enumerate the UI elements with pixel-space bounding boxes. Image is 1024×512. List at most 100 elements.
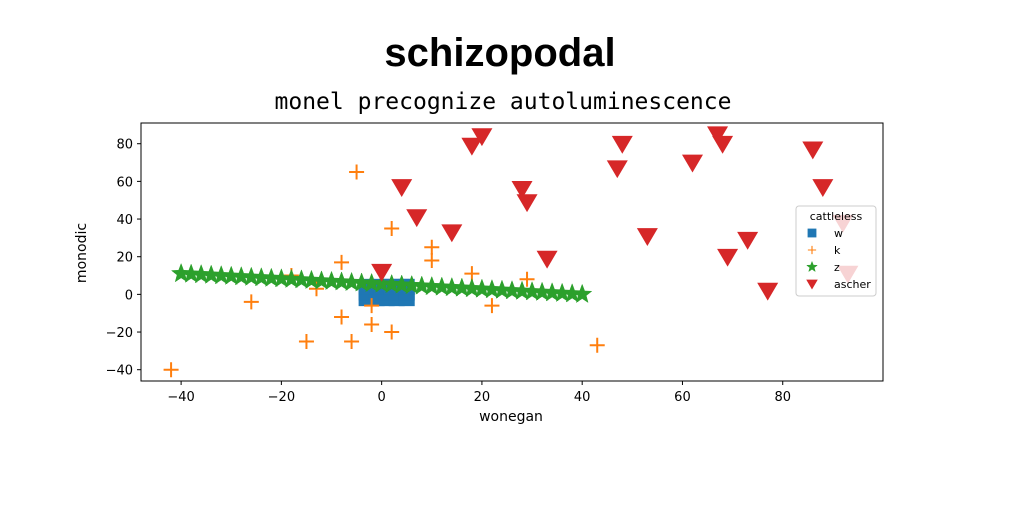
data-point-z bbox=[421, 275, 442, 296]
legend-label-k: k bbox=[834, 244, 841, 257]
data-point-z bbox=[251, 267, 272, 287]
legend-box bbox=[795, 205, 877, 297]
x-tick-label: −20 bbox=[268, 390, 295, 405]
y-tick-label: 80 bbox=[116, 138, 133, 153]
data-point-z bbox=[331, 271, 352, 291]
data-point-ascher bbox=[391, 179, 413, 198]
data-point-k bbox=[243, 294, 259, 310]
plot-area: −40 −20 0 20 40 60 80 −40 −20 0 20 40 60 80 bbox=[106, 122, 884, 405]
data-point-ascher bbox=[681, 154, 703, 173]
data-point-z bbox=[211, 265, 232, 285]
data-point-z bbox=[241, 266, 262, 286]
legend-marker-z bbox=[806, 260, 818, 273]
data-point-ascher bbox=[636, 228, 658, 246]
data-point-z bbox=[291, 269, 312, 289]
y-tick-label: 0 bbox=[125, 288, 133, 303]
data-point-k bbox=[424, 252, 440, 268]
data-point-z bbox=[321, 270, 342, 291]
data-point-z bbox=[531, 281, 553, 301]
legend-marker-ascher bbox=[806, 279, 818, 290]
x-tick-label: −40 bbox=[167, 390, 194, 405]
x-tick-label: 40 bbox=[574, 390, 591, 405]
data-point-z bbox=[491, 279, 513, 299]
y-tick-label: 60 bbox=[116, 175, 133, 190]
data-point-k bbox=[364, 298, 380, 314]
legend-title: cattleless bbox=[810, 210, 863, 223]
data-point-z bbox=[471, 278, 493, 298]
data-point-ascher bbox=[707, 126, 729, 145]
data-point-z bbox=[561, 283, 583, 303]
legend-label-w: w bbox=[834, 227, 843, 240]
data-point-z bbox=[190, 263, 212, 284]
data-point-z bbox=[170, 262, 192, 283]
data-point-k bbox=[163, 362, 179, 378]
x-axis-label: wonegan bbox=[479, 409, 543, 425]
y-tick-label: −20 bbox=[106, 326, 133, 341]
data-point-ascher bbox=[516, 194, 538, 213]
data-point-ascher bbox=[441, 224, 463, 243]
data-point-z bbox=[511, 280, 533, 300]
data-point-z bbox=[441, 276, 463, 297]
data-point-ascher bbox=[461, 137, 483, 156]
data-point-z bbox=[541, 282, 563, 302]
data-point-ascher bbox=[536, 250, 558, 269]
data-point-z bbox=[551, 282, 573, 303]
y-axis-label: monodic bbox=[74, 223, 90, 283]
legend-marker-w bbox=[807, 228, 817, 238]
data-point-k bbox=[334, 309, 350, 325]
data-point-ascher bbox=[371, 263, 393, 282]
data-point-z bbox=[180, 263, 202, 283]
data-point-k bbox=[364, 317, 380, 333]
data-point-ascher bbox=[406, 209, 428, 228]
data-point-k bbox=[589, 337, 605, 353]
data-point-ascher bbox=[471, 128, 493, 147]
data-point-z bbox=[231, 266, 252, 286]
data-point-z bbox=[451, 277, 473, 297]
x-tick-label: 60 bbox=[674, 390, 691, 405]
data-point-ascher bbox=[712, 135, 734, 154]
data-point-k bbox=[349, 164, 365, 180]
data-point-k bbox=[424, 239, 440, 255]
data-point-z bbox=[311, 270, 332, 290]
data-point-z bbox=[521, 281, 543, 301]
data-point-z bbox=[261, 267, 282, 287]
data-point-z bbox=[281, 268, 302, 289]
data-point-ascher bbox=[611, 135, 633, 154]
data-point-k bbox=[344, 333, 360, 349]
data-point-z bbox=[401, 274, 422, 295]
data-point-z bbox=[411, 275, 432, 295]
y-tick-label: 40 bbox=[116, 213, 133, 228]
data-point-z bbox=[341, 271, 362, 292]
data-point-z bbox=[271, 268, 292, 288]
y-tick-label: −40 bbox=[106, 364, 133, 379]
legend: cattleless wkz ascher bbox=[795, 205, 877, 297]
legend-label-ascher: ascher bbox=[834, 278, 871, 291]
data-point-ascher bbox=[717, 248, 739, 267]
data-point-ascher bbox=[802, 141, 824, 160]
data-point-k bbox=[334, 254, 350, 270]
data-point-k bbox=[298, 333, 314, 349]
data-point-z bbox=[481, 278, 503, 299]
y-tick-label: 20 bbox=[116, 251, 133, 266]
series-z bbox=[170, 262, 593, 304]
plot-frame bbox=[140, 122, 884, 382]
data-point-z bbox=[381, 273, 402, 294]
x-tick-label: 80 bbox=[774, 390, 791, 405]
x-tick-label: 0 bbox=[378, 390, 386, 405]
data-point-z bbox=[351, 272, 372, 292]
data-point-ascher bbox=[606, 160, 628, 179]
legend-marker-k bbox=[807, 245, 817, 255]
data-point-z bbox=[391, 274, 412, 294]
x-tick-label: 20 bbox=[474, 390, 491, 405]
data-point-k bbox=[384, 220, 400, 236]
data-point-z bbox=[301, 269, 322, 290]
data-point-ascher bbox=[511, 181, 533, 199]
data-point-z bbox=[221, 265, 242, 285]
data-point-ascher bbox=[737, 231, 759, 250]
data-point-z bbox=[371, 273, 392, 293]
data-point-k bbox=[484, 298, 500, 314]
data-point-z bbox=[431, 276, 452, 296]
data-point-z bbox=[201, 264, 222, 284]
